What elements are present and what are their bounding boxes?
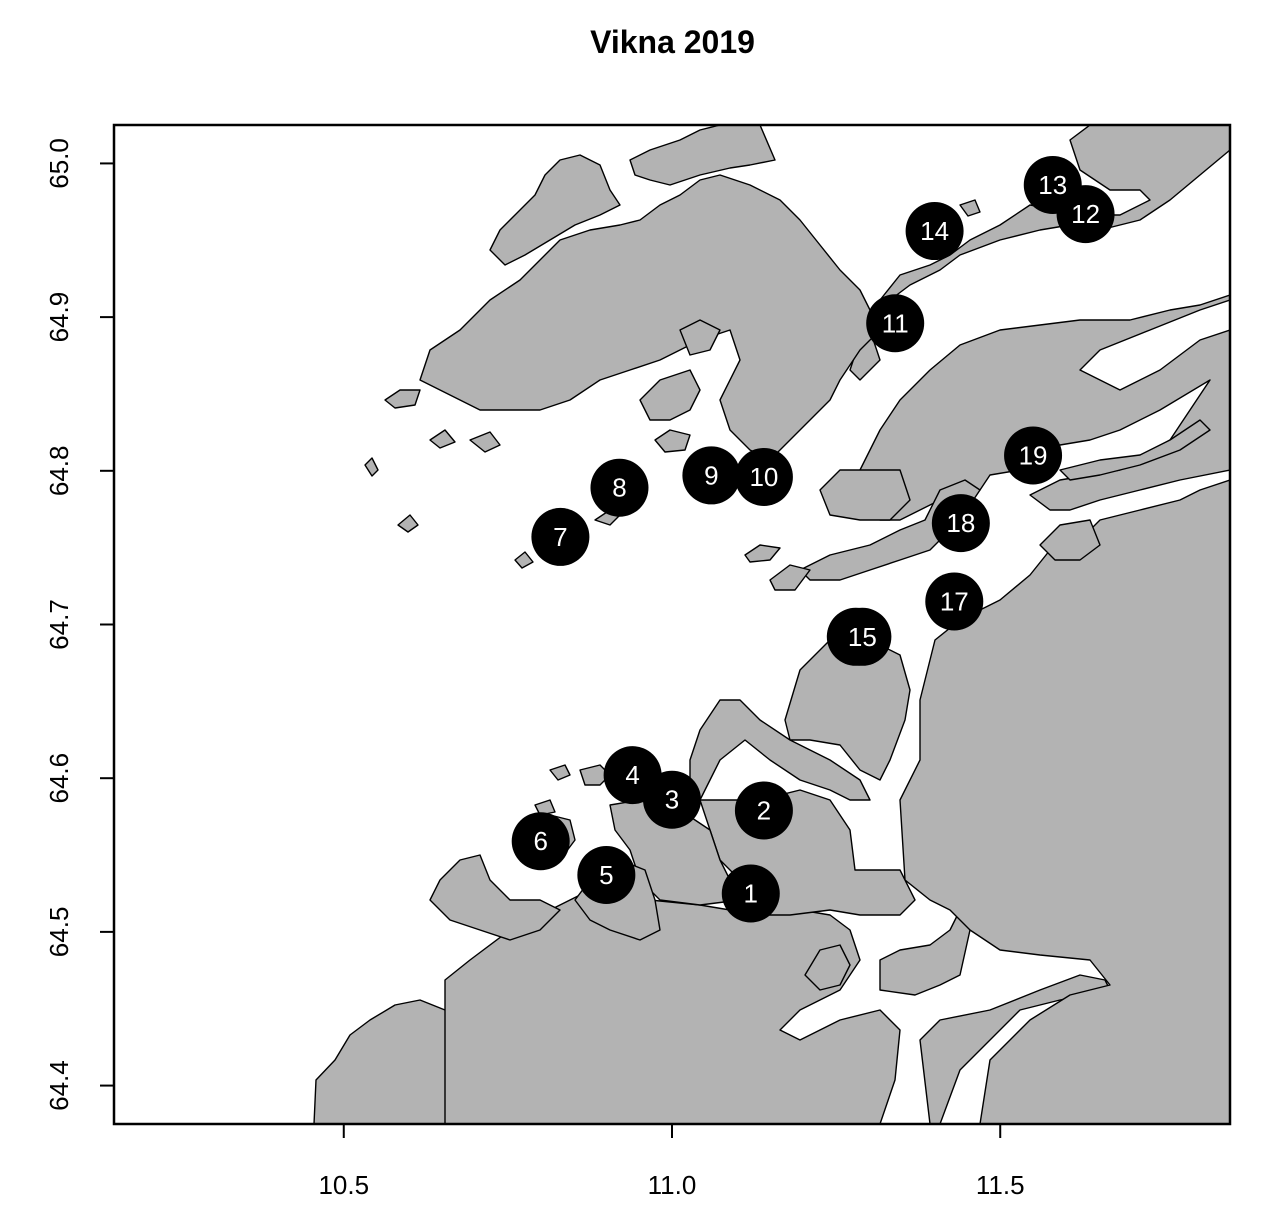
y-tick-label: 64.8: [44, 446, 74, 497]
island-north-cluster-4: [469, 431, 501, 453]
sample-sites: 19181716151413121110987654321: [511, 155, 1115, 923]
island-north-islet-1: [384, 389, 421, 409]
site-dot: [734, 781, 793, 840]
site-label: 10: [749, 462, 778, 492]
site-label: 15: [848, 622, 877, 652]
site-label: 4: [625, 760, 639, 790]
site-marker-8: 8: [590, 458, 649, 517]
land-masses: [313, 125, 1230, 1124]
site-marker-14: 14: [905, 202, 964, 261]
site-dot: [925, 572, 984, 631]
island-central-block: [819, 469, 911, 521]
y-tick-label: 64.9: [44, 292, 74, 343]
island-east-inlet: [1059, 419, 1211, 481]
site-dot: [1056, 185, 1115, 244]
site-label: 1: [744, 878, 758, 908]
island-north-cluster-1: [639, 369, 701, 421]
land-central-south: [689, 699, 871, 801]
site-label: 18: [946, 508, 975, 538]
x-tick-label: 11.5: [976, 1170, 1025, 1200]
site-label: 12: [1071, 199, 1100, 229]
island-north-cluster-2: [679, 319, 721, 356]
site-label: 5: [599, 860, 613, 890]
site-marker-18: 18: [931, 494, 990, 553]
site-marker-17: 17: [925, 572, 984, 631]
y-axis: 64.4 64.5 64.6 64.7 64.8 64.9 65.0: [44, 138, 114, 1111]
island-south-small-3: [534, 799, 556, 816]
site-marker-15: 15: [833, 607, 892, 666]
site-dot: [511, 812, 570, 871]
site-label: 14: [920, 216, 949, 246]
y-tick-label: 65.0: [44, 138, 74, 189]
site-label: 8: [612, 473, 626, 503]
site-marker-19: 19: [1004, 426, 1063, 485]
site-marker-1: 1: [721, 864, 780, 923]
island-north-cluster-5: [429, 429, 456, 449]
island-central-east: [799, 479, 981, 581]
site-label: 9: [704, 460, 718, 490]
site-dot: [1004, 426, 1063, 485]
island-south-small-1: [549, 764, 571, 781]
site-dot: [931, 494, 990, 553]
site-marker-9: 9: [682, 446, 741, 505]
site-label: 17: [940, 586, 969, 616]
site-label: 13: [1038, 170, 1067, 200]
site-dot: [577, 846, 636, 905]
site-marker-12: 12: [1056, 185, 1115, 244]
site-dot: [833, 607, 892, 666]
site-dot: [721, 864, 780, 923]
map-title: Vikna 2019: [590, 24, 755, 60]
site-label: 19: [1019, 440, 1048, 470]
island-north-top: [629, 125, 776, 186]
site-marker-3: 3: [643, 770, 701, 829]
site-dot: [905, 202, 964, 261]
island-central-small-2: [744, 544, 781, 563]
island-north-cluster-3: [654, 429, 691, 453]
x-axis: 10.5 11.0 11.5: [318, 1124, 1025, 1200]
site-marker-6: 6: [511, 812, 570, 871]
site-label: 6: [533, 826, 547, 856]
site-label: 11: [882, 308, 909, 338]
island-near-site7: [514, 551, 534, 569]
site-dot: [643, 770, 701, 829]
x-tick-label: 11.0: [648, 1170, 697, 1200]
site-marker-11: 11: [866, 294, 925, 353]
island-south-west: [429, 854, 561, 941]
island-north-islet-2: [364, 457, 379, 477]
site-label: 2: [757, 795, 771, 825]
site-dot: [531, 507, 590, 566]
site-marker-5: 5: [577, 846, 636, 905]
island-north-main: [419, 174, 881, 461]
site-marker-10: 10: [734, 447, 793, 506]
site-dot: [590, 458, 649, 517]
site-label: 3: [665, 785, 679, 815]
y-tick-label: 64.6: [44, 753, 74, 804]
site-marker-7: 7: [531, 507, 590, 566]
island-near-site14: [959, 199, 981, 217]
y-tick-label: 64.4: [44, 1060, 74, 1111]
site-dot: [682, 446, 741, 505]
site-dot: [734, 447, 793, 506]
y-tick-label: 64.5: [44, 907, 74, 958]
site-label: 7: [553, 522, 567, 552]
x-tick-label: 10.5: [318, 1170, 369, 1200]
site-dot: [866, 294, 925, 353]
island-north-west: [489, 154, 621, 266]
island-central-small-1: [769, 564, 811, 591]
site-marker-2: 2: [734, 781, 793, 840]
land-east-north: [849, 125, 1230, 381]
y-tick-label: 64.7: [44, 599, 74, 650]
island-south-mid: [804, 944, 851, 991]
island-north-islet-3: [397, 514, 419, 533]
island-east-site19: [1039, 519, 1101, 561]
